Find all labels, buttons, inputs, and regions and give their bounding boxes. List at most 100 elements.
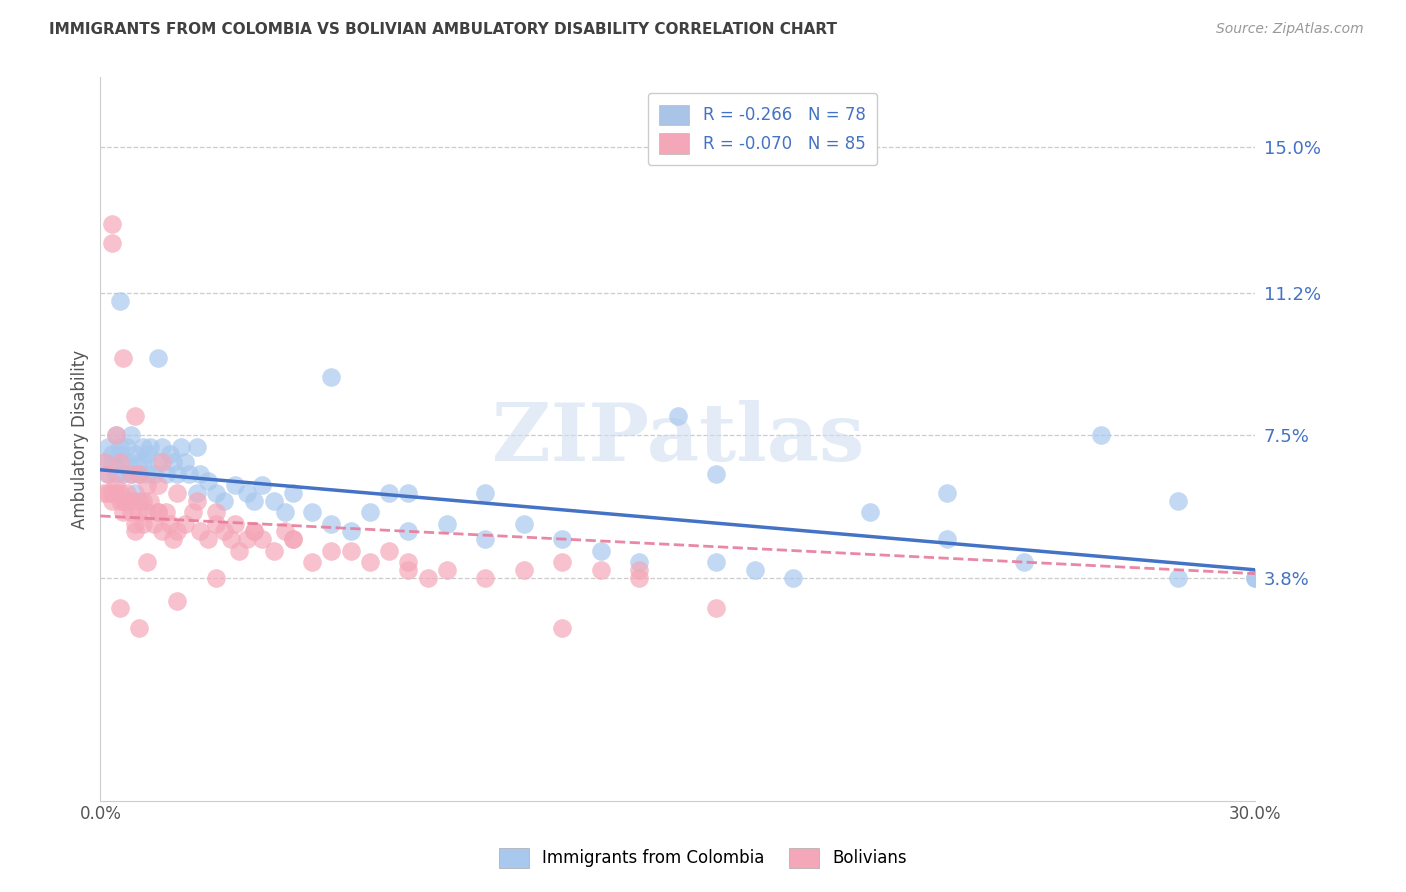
Point xyxy=(263,493,285,508)
Point xyxy=(150,524,173,539)
Point xyxy=(243,524,266,539)
Point xyxy=(263,543,285,558)
Point xyxy=(589,563,612,577)
Point xyxy=(104,486,127,500)
Point xyxy=(101,217,124,231)
Point xyxy=(124,409,146,423)
Point xyxy=(704,467,727,481)
Point xyxy=(628,570,651,584)
Point xyxy=(219,532,242,546)
Point xyxy=(212,524,235,539)
Point xyxy=(281,532,304,546)
Point xyxy=(139,493,162,508)
Point xyxy=(93,486,115,500)
Point xyxy=(436,563,458,577)
Point xyxy=(128,467,150,481)
Point xyxy=(101,447,124,461)
Point xyxy=(108,601,131,615)
Point xyxy=(120,467,142,481)
Point xyxy=(177,467,200,481)
Point xyxy=(117,493,139,508)
Point xyxy=(124,447,146,461)
Point xyxy=(378,543,401,558)
Point xyxy=(474,570,496,584)
Point xyxy=(197,532,219,546)
Point xyxy=(128,620,150,634)
Point xyxy=(128,493,150,508)
Point xyxy=(146,455,169,469)
Point xyxy=(93,455,115,469)
Point xyxy=(1012,555,1035,569)
Point xyxy=(135,505,157,519)
Point xyxy=(281,486,304,500)
Point xyxy=(104,478,127,492)
Y-axis label: Ambulatory Disability: Ambulatory Disability xyxy=(72,350,89,529)
Text: IMMIGRANTS FROM COLOMBIA VS BOLIVIAN AMBULATORY DISABILITY CORRELATION CHART: IMMIGRANTS FROM COLOMBIA VS BOLIVIAN AMB… xyxy=(49,22,837,37)
Point xyxy=(474,486,496,500)
Point xyxy=(108,440,131,454)
Point xyxy=(628,563,651,577)
Point xyxy=(589,543,612,558)
Point xyxy=(112,493,135,508)
Point xyxy=(396,555,419,569)
Point xyxy=(378,486,401,500)
Point xyxy=(120,493,142,508)
Point xyxy=(159,516,181,531)
Point xyxy=(859,505,882,519)
Point xyxy=(339,524,361,539)
Point xyxy=(250,532,273,546)
Point xyxy=(321,516,343,531)
Point xyxy=(101,235,124,250)
Point xyxy=(359,555,381,569)
Point xyxy=(301,555,323,569)
Point xyxy=(782,570,804,584)
Point xyxy=(212,493,235,508)
Point xyxy=(174,455,197,469)
Point xyxy=(104,428,127,442)
Text: ZIPatlas: ZIPatlas xyxy=(492,400,863,478)
Point xyxy=(117,455,139,469)
Point xyxy=(235,532,257,546)
Point xyxy=(1167,570,1189,584)
Point xyxy=(104,428,127,442)
Point xyxy=(135,467,157,481)
Point xyxy=(274,505,297,519)
Point xyxy=(339,543,361,558)
Point xyxy=(396,563,419,577)
Point xyxy=(224,478,246,492)
Point xyxy=(197,475,219,489)
Point xyxy=(162,455,184,469)
Point xyxy=(274,524,297,539)
Point xyxy=(551,532,574,546)
Point xyxy=(301,505,323,519)
Point xyxy=(128,455,150,469)
Point xyxy=(704,601,727,615)
Point xyxy=(166,524,188,539)
Point xyxy=(474,532,496,546)
Point xyxy=(131,493,153,508)
Point xyxy=(936,486,959,500)
Point xyxy=(936,532,959,546)
Point xyxy=(155,505,177,519)
Point xyxy=(359,505,381,519)
Point xyxy=(416,570,439,584)
Point xyxy=(190,467,212,481)
Point xyxy=(228,543,250,558)
Point xyxy=(93,455,115,469)
Point xyxy=(108,486,131,500)
Point xyxy=(513,516,536,531)
Point xyxy=(101,455,124,469)
Point xyxy=(97,467,120,481)
Point xyxy=(97,467,120,481)
Point xyxy=(139,440,162,454)
Point xyxy=(243,493,266,508)
Point xyxy=(112,505,135,519)
Point xyxy=(146,351,169,366)
Point xyxy=(321,370,343,384)
Point xyxy=(117,440,139,454)
Point xyxy=(186,440,208,454)
Point xyxy=(186,486,208,500)
Point xyxy=(1167,493,1189,508)
Point xyxy=(243,524,266,539)
Point xyxy=(131,455,153,469)
